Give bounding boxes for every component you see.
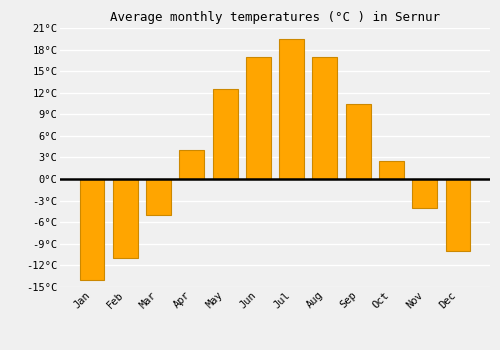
Bar [80,179,104,280]
Bar [379,161,404,179]
Bar [446,179,470,251]
Bar [246,57,271,179]
Title: Average monthly temperatures (°C ) in Sernur: Average monthly temperatures (°C ) in Se… [110,11,440,24]
Bar [212,89,238,179]
Bar [312,57,338,179]
Bar [180,150,204,179]
Bar [346,104,370,179]
Bar [113,179,138,258]
Bar [146,179,171,215]
Bar [412,179,437,208]
Bar [279,39,304,179]
